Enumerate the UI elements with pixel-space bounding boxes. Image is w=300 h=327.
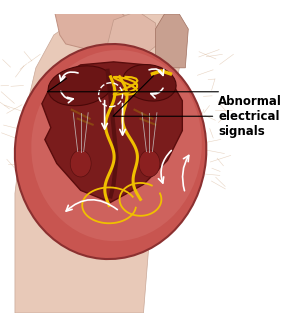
Ellipse shape (123, 64, 176, 101)
Ellipse shape (70, 150, 91, 177)
Ellipse shape (48, 66, 113, 106)
Ellipse shape (31, 50, 202, 241)
Polygon shape (155, 14, 188, 68)
Ellipse shape (15, 44, 206, 259)
Text: Abnormal
electrical
signals: Abnormal electrical signals (113, 76, 282, 138)
Polygon shape (15, 14, 185, 313)
Polygon shape (54, 0, 131, 53)
Ellipse shape (139, 150, 160, 177)
Polygon shape (42, 62, 182, 202)
Polygon shape (108, 11, 158, 56)
